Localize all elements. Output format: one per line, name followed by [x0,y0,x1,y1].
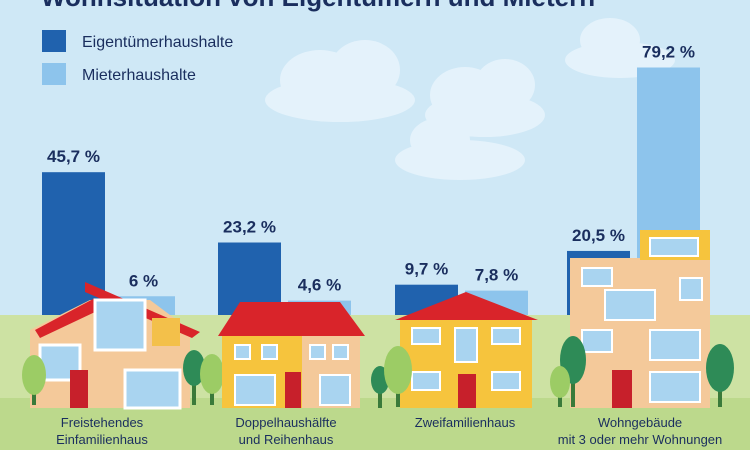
legend-label-owner: Eigentümerhaushalte [82,34,233,51]
detached-house-illustration [30,282,200,410]
bar-value-label: 7,8 % [475,266,518,285]
cloud [265,40,415,122]
apartment-building-illustration [570,230,710,408]
tree [706,344,734,407]
bar-value-label: 45,7 % [47,147,100,166]
legend: Eigentümerhaushalte Mieterhaushalte [42,30,233,85]
chart-title: Wohnsituation von Eigentümern und Mieter… [41,0,595,12]
bar-value-label: 6 % [129,271,158,290]
category-labels: Freistehendes Einfamilienhaus Doppelhaushä… [56,415,722,447]
legend-label-tenant: Mieterhaushalte [82,67,196,84]
semi-detached-house-illustration [218,302,365,408]
category-label: Freistehendes Einfamilienhaus [56,415,148,447]
category-label: Wohngebäude mit 3 oder mehr Wohnungen [558,415,723,447]
tree [200,354,224,405]
tree [183,350,205,405]
bar-value-label: 4,6 % [298,276,341,295]
tree [550,366,570,407]
category-label: Doppelhaushälfte und Reihenhaus [235,415,336,447]
bar-value-label: 9,7 % [405,260,448,279]
bar-value-label: 23,2 % [223,218,276,237]
legend-swatch-tenant [42,63,66,85]
tree [384,346,412,407]
two-family-house-illustration [395,292,538,408]
cloud [395,118,525,180]
bar-value-label: 79,2 % [642,43,695,62]
tree [22,355,46,405]
legend-swatch-owner [42,30,66,52]
category-label: Zweifamilienhaus [415,415,516,430]
bar-value-label: 20,5 % [572,226,625,245]
